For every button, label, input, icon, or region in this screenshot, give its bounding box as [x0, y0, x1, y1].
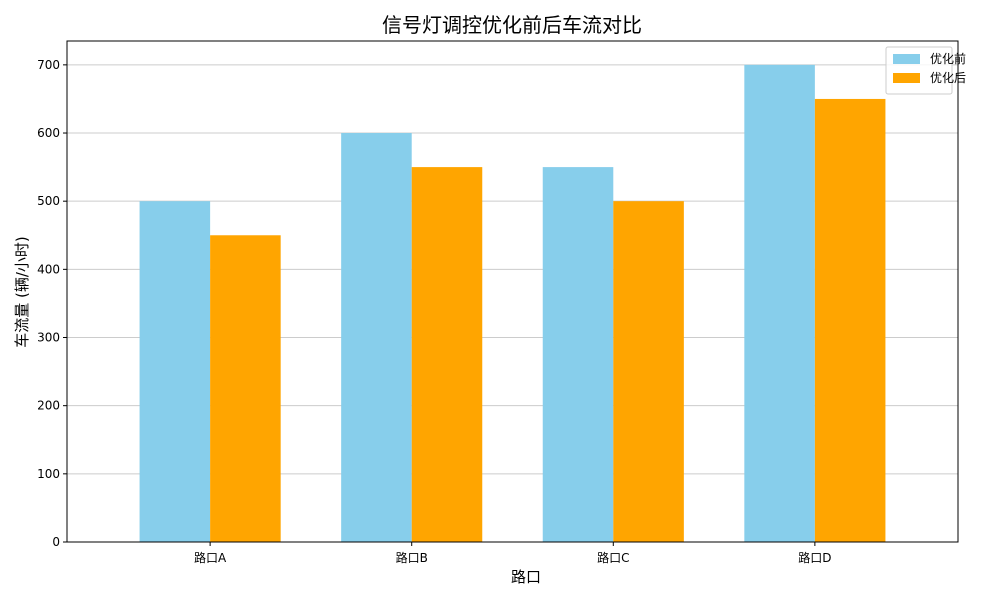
bar: [210, 235, 281, 542]
y-tick-label: 100: [37, 467, 60, 481]
bar: [542, 167, 614, 542]
y-ticks: 0 100 200 300 400 500 600 700: [37, 58, 67, 549]
x-tick-label: 路口D: [798, 550, 831, 565]
chart-title: 信号灯调控优化前后车流对比: [382, 13, 642, 37]
y-tick-label: 400: [37, 262, 60, 276]
x-ticks: 路口A 路口B 路口C 路口D: [194, 542, 832, 565]
legend-swatch-after: [893, 73, 920, 83]
y-tick-label: 600: [37, 126, 60, 140]
x-axis-label: 路口: [511, 568, 541, 586]
bar: [814, 98, 886, 542]
y-axis-label: 车流量 (辆/小时): [13, 236, 31, 348]
x-tick-label: 路口C: [597, 550, 629, 565]
bars: [139, 64, 886, 543]
legend-label-after: 优化后: [930, 71, 966, 85]
bar: [411, 167, 483, 542]
y-tick-label: 700: [37, 58, 60, 72]
y-tick-label: 200: [37, 399, 60, 413]
bar: [613, 201, 684, 543]
legend-label-before: 优化前: [930, 51, 966, 66]
legend: 优化前 优化后: [885, 46, 966, 95]
bar: [139, 201, 211, 543]
bar: [744, 64, 815, 542]
plot-frame: [66, 40, 959, 543]
y-tick-label: 300: [37, 331, 60, 345]
x-tick-label: 路口B: [396, 550, 428, 565]
x-tick-label: 路口A: [194, 550, 227, 565]
bar: [341, 133, 412, 543]
y-tick-label: 0: [52, 535, 60, 549]
legend-swatch-before: [893, 54, 920, 64]
y-tick-label: 500: [37, 194, 60, 208]
